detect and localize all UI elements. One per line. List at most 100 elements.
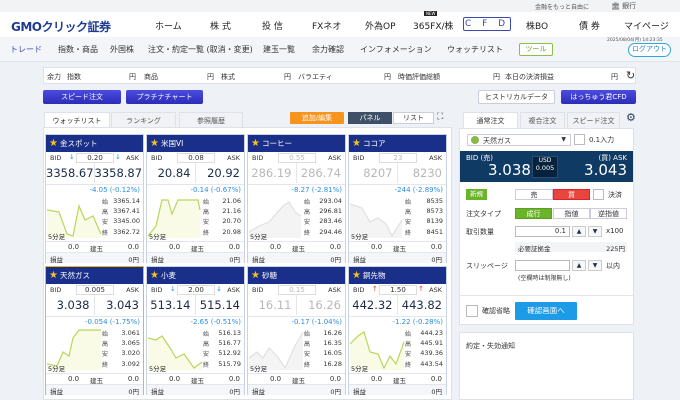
bid-price[interactable]: 3.038 bbox=[46, 295, 95, 315]
bid-price[interactable]: 8207 bbox=[349, 163, 398, 183]
nav-stocks[interactable]: 株 式 bbox=[210, 22, 231, 32]
card-header[interactable]: ★ 銅先物 bbox=[349, 267, 446, 284]
star-icon[interactable]: ★ bbox=[251, 138, 260, 149]
expand-icon[interactable]: ⛶ bbox=[437, 112, 444, 122]
hacchu-cfd-button[interactable]: はっちゅう君CFD bbox=[561, 90, 636, 104]
watchlist-card[interactable]: ★ 小麦 BID ASK 2.00 ↓ ↓ 513.14 515.14 -2.65 (-0.51%… bbox=[146, 266, 245, 396]
historical-data-button[interactable]: ヒストリカルデータ bbox=[478, 90, 555, 104]
star-icon[interactable]: ★ bbox=[150, 138, 159, 149]
tab-speed-order[interactable]: スピード注文 bbox=[567, 112, 620, 129]
nav-bonds[interactable]: 債 券 bbox=[579, 22, 600, 32]
tab-watchlist[interactable]: ウォッチリスト bbox=[44, 112, 110, 128]
bid-price[interactable]: 442.32 bbox=[349, 295, 398, 315]
star-icon[interactable]: ★ bbox=[49, 270, 58, 281]
settle-checkbox[interactable] bbox=[593, 189, 604, 200]
tool-button[interactable]: ツール bbox=[519, 43, 553, 56]
logo[interactable]: GMOクリック証券 bbox=[11, 20, 111, 34]
tab-complex-order[interactable]: 複合注文 bbox=[520, 112, 565, 129]
refresh-icon[interactable]: ↻ bbox=[626, 69, 636, 82]
subnav-index-commodity[interactable]: 指数・商品 bbox=[58, 45, 98, 54]
platinum-chart-button[interactable]: プラチナチャート bbox=[126, 90, 203, 104]
subnav-trade[interactable]: トレード bbox=[10, 45, 42, 54]
bid-price[interactable]: 286.19 bbox=[248, 163, 297, 183]
subnav-orders[interactable]: 注文・約定一覧 (取消・変更) bbox=[148, 45, 253, 54]
star-icon[interactable]: ★ bbox=[352, 270, 361, 281]
watchlist-card[interactable]: ★ ココア BID ASK 23 8207 8230 -244 (-2.89%) 始 8535 高 8… bbox=[348, 134, 447, 264]
nav-fxop[interactable]: 外為OP bbox=[365, 22, 396, 32]
nav-stockbo[interactable]: 株BO bbox=[526, 22, 549, 32]
card-header[interactable]: ★ 金スポット bbox=[46, 135, 143, 152]
quantity-up-button[interactable]: ▲ bbox=[572, 226, 586, 237]
slippage-down-button[interactable]: ▼ bbox=[588, 260, 602, 271]
nav-365fx[interactable]: 365FX/株 bbox=[413, 22, 454, 32]
buy-button[interactable]: 買 bbox=[553, 189, 590, 200]
add-edit-button[interactable]: 追加/編集 bbox=[290, 112, 344, 124]
nav-mypage[interactable]: マイページ bbox=[624, 22, 669, 32]
ask-price[interactable]: 515.14 bbox=[199, 298, 240, 312]
watchlist-card[interactable]: ★ 砂糖 BID ASK 0.15 16.11 16.26 -0.17 (-1.04%) 始 16… bbox=[247, 266, 346, 396]
ask-price[interactable]: 20.92 bbox=[207, 166, 240, 180]
ohlc-label-open: 始 bbox=[405, 331, 412, 338]
star-icon[interactable]: ★ bbox=[352, 138, 361, 149]
list-view-button[interactable]: リスト bbox=[393, 112, 434, 124]
ask-price[interactable]: 3.043 bbox=[106, 298, 139, 312]
ask-price[interactable]: 443.82 bbox=[401, 298, 442, 312]
order-type-stop[interactable]: 逆指値 bbox=[590, 208, 627, 219]
skip-confirm-checkbox[interactable] bbox=[466, 305, 478, 317]
slippage-input[interactable] bbox=[515, 260, 570, 271]
slippage-up-button[interactable]: ▲ bbox=[572, 260, 586, 271]
nav-home[interactable]: ホーム bbox=[155, 22, 182, 32]
subnav-information[interactable]: インフォメーション bbox=[360, 45, 432, 54]
ask-price[interactable]: 3358.87 bbox=[94, 166, 143, 180]
subnav-foreign-stocks[interactable]: 外国株 bbox=[110, 45, 134, 54]
watchlist-card[interactable]: ★ 銅先物 BID ASK 1.50 ↑ ↑ 442.32 443.82 -1.22 (-0.28… bbox=[348, 266, 447, 396]
card-header[interactable]: ★ 天然ガス bbox=[46, 267, 143, 284]
decimal-input-checkbox[interactable] bbox=[574, 134, 585, 145]
tab-ranking[interactable]: ランキング bbox=[111, 112, 176, 128]
quantity-input[interactable]: 0.1 bbox=[515, 226, 570, 237]
notification-panel: 約定・失効通知 bbox=[459, 332, 634, 400]
nav-cfd[interactable]: C F D bbox=[463, 17, 511, 31]
order-type-limit[interactable]: 指値 bbox=[553, 208, 590, 219]
card-header[interactable]: ★ 小麦 bbox=[147, 267, 244, 284]
watchlist-card[interactable]: ★ 天然ガス BID ASK 0.005 3.038 3.043 -0.054 (-1.75%… bbox=[45, 266, 144, 396]
bank-link[interactable]: 🏛 銀行 bbox=[611, 1, 636, 11]
subnav-positions[interactable]: 建玉一覧 bbox=[263, 45, 295, 54]
logout-button[interactable]: ログアウト bbox=[628, 43, 671, 57]
speed-order-button[interactable]: スピード注文 bbox=[43, 90, 121, 104]
ask-price[interactable]: 8230 bbox=[412, 166, 442, 180]
nav-funds[interactable]: 投 信 bbox=[262, 22, 283, 32]
card-header[interactable]: ★ ココア bbox=[349, 135, 446, 152]
card-header[interactable]: ★ 砂糖 bbox=[248, 267, 345, 284]
ask-price[interactable]: 3.043 bbox=[584, 161, 627, 179]
watchlist-card[interactable]: ★ 米国VI BID ASK 0.08 20.84 20.92 -0.14 (-0.67%) 始… bbox=[146, 134, 245, 264]
symbol-select[interactable]: 天然ガス ▼ bbox=[467, 134, 571, 146]
card-header[interactable]: ★ 米国VI bbox=[147, 135, 244, 152]
star-icon[interactable]: ★ bbox=[251, 270, 260, 281]
watchlist-card[interactable]: ★ 金スポット BID ASK 0.20 ↓ ↓ 3358.67 3358.87 -4.05 (-… bbox=[45, 134, 144, 264]
confirm-button[interactable]: 確認画面へ bbox=[515, 302, 577, 320]
star-icon[interactable]: ★ bbox=[49, 138, 58, 149]
ask-price[interactable]: 16.26 bbox=[308, 298, 341, 312]
bid-price[interactable]: 513.14 bbox=[147, 295, 196, 315]
subnav-margin[interactable]: 余力確認 bbox=[312, 45, 344, 54]
gear-icon[interactable]: ⚙ bbox=[626, 111, 636, 124]
sparkline-chart bbox=[148, 335, 203, 370]
order-type-market[interactable]: 成行 bbox=[515, 208, 552, 219]
watchlist-card[interactable]: ★ コーヒー BID ASK 0.55 286.19 286.74 -8.27 (-2.81%… bbox=[247, 134, 346, 264]
sell-button[interactable]: 売 bbox=[515, 189, 553, 200]
card-header[interactable]: ★ コーヒー bbox=[248, 135, 345, 152]
bid-price[interactable]: 16.11 bbox=[248, 295, 297, 315]
subnav-watchlist[interactable]: ウォッチリスト bbox=[447, 45, 503, 54]
star-icon[interactable]: ★ bbox=[150, 270, 159, 281]
quantity-down-button[interactable]: ▼ bbox=[588, 226, 602, 237]
tab-normal-order[interactable]: 通常注文 bbox=[463, 112, 518, 129]
ask-price[interactable]: 286.74 bbox=[300, 166, 341, 180]
position-row: 0.0 建玉 0.0 bbox=[248, 373, 345, 385]
bid-price[interactable]: 20.84 bbox=[147, 163, 196, 183]
bid-price[interactable]: 3.038 bbox=[488, 161, 531, 179]
tab-history[interactable]: 参照履歴 bbox=[179, 112, 243, 128]
panel-view-button[interactable]: パネル bbox=[348, 112, 392, 124]
bid-price[interactable]: 3358.67 bbox=[46, 163, 95, 183]
nav-fxneo[interactable]: FXネオ bbox=[312, 22, 342, 32]
